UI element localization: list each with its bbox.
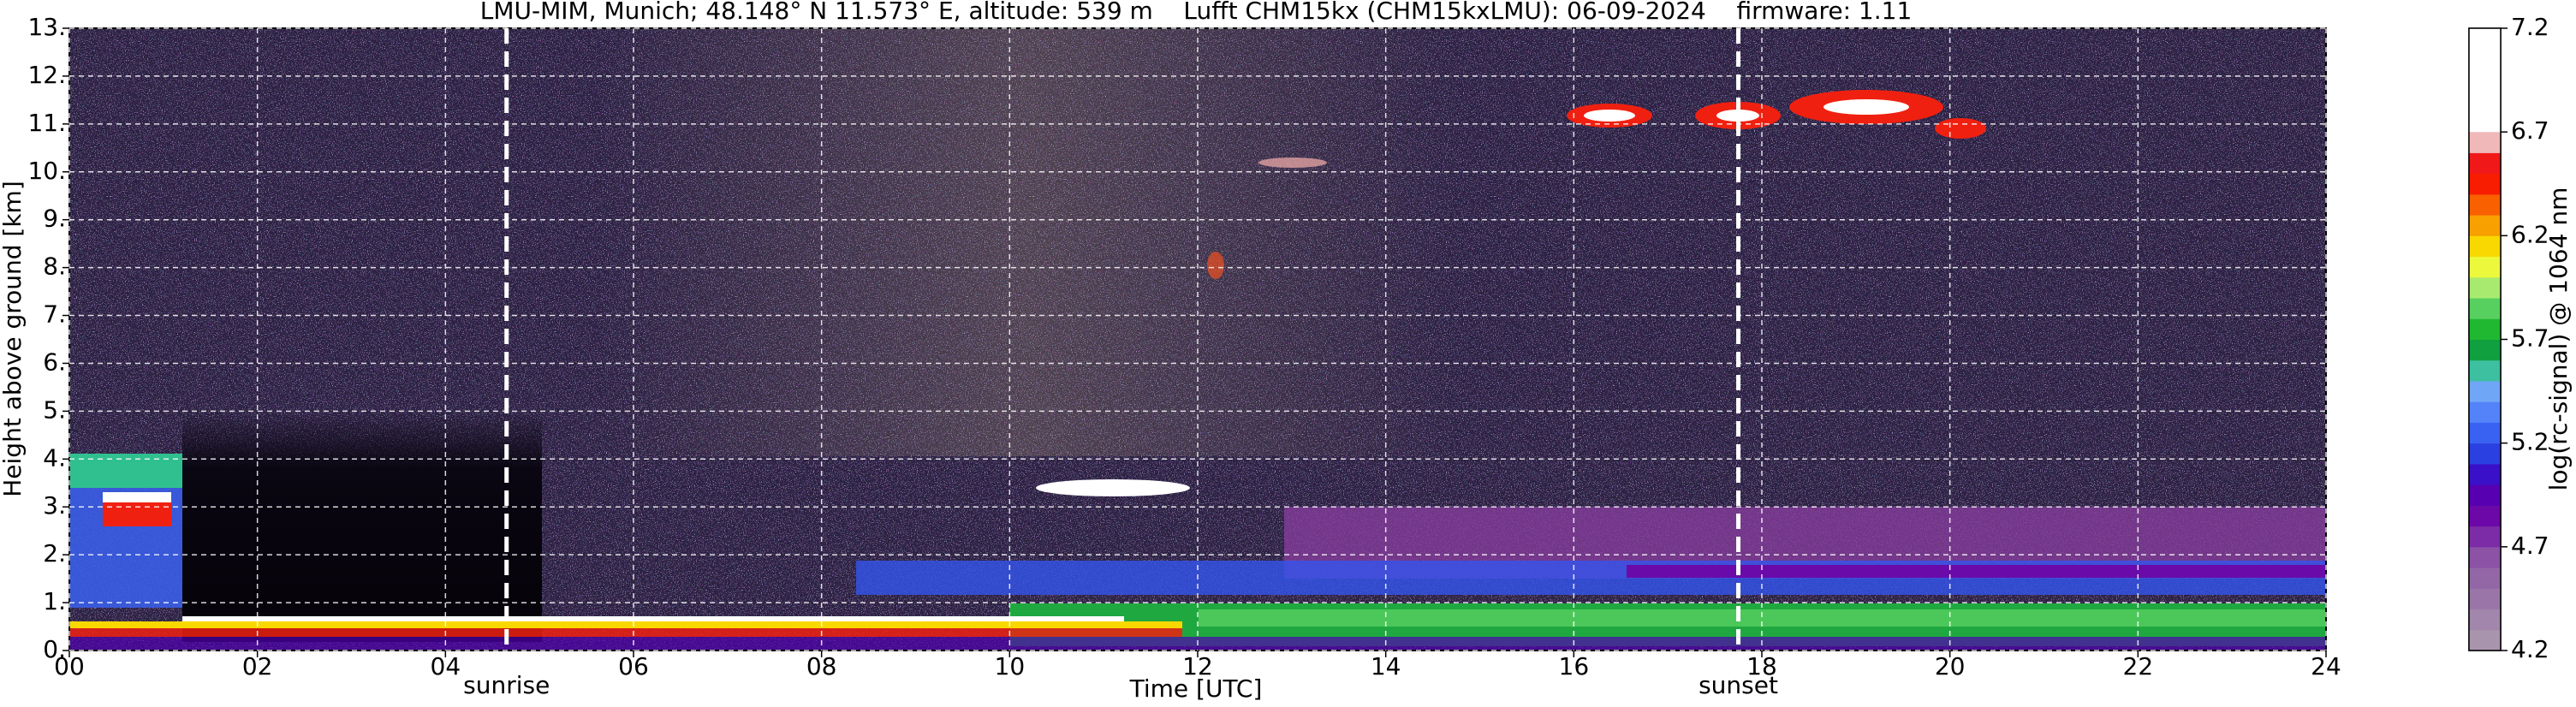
x-tick-label: 08 <box>806 652 837 680</box>
colorbar-tick-label: 7.2 <box>2511 13 2549 41</box>
y-tick-label: 7. <box>43 300 66 329</box>
x-tick-label: 22 <box>2123 652 2154 680</box>
x-tick-label: 24 <box>2311 652 2341 680</box>
colorbar-band <box>2469 526 2501 548</box>
x-tick-label: 18 <box>1746 652 1777 680</box>
colorbar-band <box>2469 132 2501 153</box>
y-tick-label: 11. <box>27 109 66 137</box>
colorbar-band <box>2469 443 2501 465</box>
colorbar-band <box>2469 276 2501 299</box>
y-tick-label: 1. <box>43 587 66 615</box>
colorbar-tick-label: 4.7 <box>2511 532 2549 560</box>
colorbar-band <box>2469 359 2501 382</box>
x-tick-label: 06 <box>618 652 649 680</box>
colorbar-band <box>2469 339 2501 361</box>
colorbar-band <box>2469 567 2501 589</box>
x-tick-label: 12 <box>1182 652 1213 680</box>
x-tick-label: 00 <box>54 652 85 680</box>
y-tick-label: 3. <box>43 491 66 520</box>
colorbar-band <box>2469 235 2501 258</box>
colorbar-band <box>2469 215 2501 236</box>
x-axis-label: Time [UTC] <box>1129 674 1263 703</box>
colorbar-band <box>2469 401 2501 423</box>
y-tick-label: 2. <box>43 539 66 567</box>
y-tick-label: 0. <box>43 635 66 663</box>
colorbar-tick-label: 5.2 <box>2511 428 2549 456</box>
y-tick-label: 12. <box>27 61 66 89</box>
colorbar-band <box>2469 298 2501 319</box>
y-tick-label: 4. <box>43 443 66 472</box>
colorbar-band <box>2469 484 2501 506</box>
x-tick-label: 14 <box>1371 652 1401 680</box>
colorbar-band <box>2469 256 2501 278</box>
y-tick-label: 5. <box>43 395 66 424</box>
colorbar-label: log(rc-signal) @ 1064 nm <box>2544 187 2573 491</box>
colorbar-band <box>2469 28 2501 133</box>
x-tick-label: 02 <box>242 652 273 680</box>
colorbar-tick-label: 6.2 <box>2511 220 2549 248</box>
y-tick-label: 9. <box>43 205 66 233</box>
colorbar-band <box>2469 173 2501 195</box>
y-tick-label: 8. <box>43 253 66 281</box>
x-tick-label: 20 <box>1935 652 1966 680</box>
colorbar-band <box>2469 463 2501 485</box>
colorbar-tick-label: 4.2 <box>2511 635 2549 663</box>
colorbar-band <box>2469 629 2501 651</box>
colorbar-band <box>2469 588 2501 610</box>
colorbar-band <box>2469 380 2501 402</box>
colorbar-band <box>2469 505 2501 527</box>
colorbar-band <box>2469 193 2501 216</box>
x-tick-label: 04 <box>431 652 461 680</box>
colorbar-band <box>2469 318 2501 340</box>
y-tick-label: 13. <box>27 13 66 41</box>
colorbar-band <box>2469 152 2501 175</box>
x-tick-label: 10 <box>995 652 1026 680</box>
y-axis-label: Height above ground [km] <box>0 181 27 497</box>
colorbar-tick-label: 6.7 <box>2511 116 2549 145</box>
colorbar-band <box>2469 609 2501 631</box>
colorbar-tick-label: 5.7 <box>2511 324 2549 353</box>
x-tick-label: 16 <box>1559 652 1590 680</box>
chart-title: LMU-MIM, Munich; 48.148° N 11.573° E, al… <box>480 0 1913 25</box>
y-tick-label: 6. <box>43 348 66 376</box>
colorbar-band <box>2469 546 2501 568</box>
y-tick-label: 10. <box>27 157 66 185</box>
event-label: sunrise <box>463 671 550 699</box>
colorbar-band <box>2469 422 2501 444</box>
event-label: sunset <box>1698 671 1778 699</box>
